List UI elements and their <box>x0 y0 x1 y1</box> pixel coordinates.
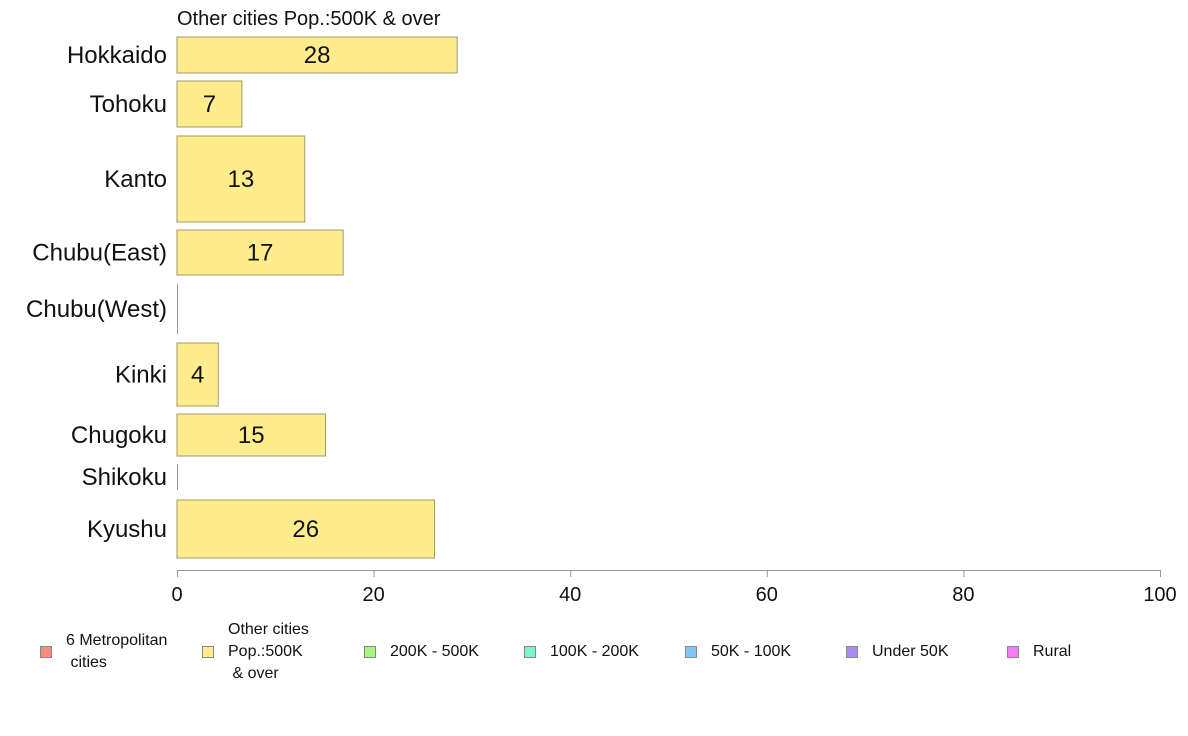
legend-label: 100K - 200K <box>550 643 639 660</box>
bar-kanto <box>176 135 306 223</box>
category-label-kanto: Kanto <box>104 166 167 193</box>
bar-hokkaido <box>176 36 458 74</box>
bar-tohoku <box>176 80 243 128</box>
x-axis: 0 20 40 60 80 100 <box>171 570 1177 606</box>
legend-label: Other cities Pop.:500K & over <box>228 621 309 682</box>
category-label-kyushu: Kyushu <box>87 516 167 543</box>
category-label-kinki: Kinki <box>115 362 167 389</box>
legend-swatch <box>40 646 52 658</box>
data-label-tohoku: 7 <box>203 91 216 118</box>
bar-kinki <box>176 342 219 407</box>
x-tick-label-100: 100 <box>1143 584 1176 606</box>
bars-group: Hokkaido 28 Tohoku 7 Kanto 13 Chubu(East) 17 Chu… <box>26 36 458 559</box>
legend-label: Rural <box>1033 643 1072 660</box>
category-label-hokkaido: Hokkaido <box>67 42 167 69</box>
x-tick-label-40: 40 <box>559 584 581 606</box>
chart: Other cities Pop.:500K & over Hokkaido 28… <box>26 8 1177 606</box>
legend-label: 6 Metropolitan cities <box>66 632 168 671</box>
category-label-chubu-east: Chubu(East) <box>32 240 167 267</box>
legend-label: 50K - 100K <box>711 643 792 660</box>
data-label-kyushu: 26 <box>292 516 319 543</box>
bar-chubu-east <box>176 229 344 276</box>
legend-swatch <box>846 646 858 658</box>
category-label-tohoku: Tohoku <box>90 91 167 118</box>
legend-label: 200K - 500K <box>390 643 479 660</box>
data-label-kinki: 4 <box>191 362 204 389</box>
category-label-chugoku: Chugoku <box>71 422 167 449</box>
x-tick-label-80: 80 <box>952 584 974 606</box>
legend-item: 50K - 100K <box>685 618 791 686</box>
bar-chugoku <box>176 413 326 457</box>
legend-label: Under 50K <box>872 643 949 660</box>
x-tick-label-20: 20 <box>362 584 384 606</box>
bar-kyushu <box>176 499 436 559</box>
legend-item: Other cities Pop.:500K & over <box>202 618 309 686</box>
legend: 6 Metropolitan cities Other cities Pop.:5… <box>0 618 1188 698</box>
legend-item: 6 Metropolitan cities <box>40 618 167 686</box>
legend-swatch <box>364 646 376 658</box>
data-label-hokkaido: 28 <box>304 42 331 69</box>
category-label-shikoku: Shikoku <box>82 464 167 491</box>
x-tick-label-60: 60 <box>756 584 778 606</box>
chart-title: Other cities Pop.:500K & over <box>177 8 441 30</box>
legend-item: Under 50K <box>846 618 949 686</box>
legend-item: Rural <box>1007 618 1071 686</box>
x-tick-label-0: 0 <box>171 584 182 606</box>
legend-item: 200K - 500K <box>364 618 479 686</box>
category-label-chubu-west: Chubu(West) <box>26 296 167 323</box>
legend-item: 100K - 200K <box>524 618 639 686</box>
legend-swatch <box>524 646 536 658</box>
data-label-chugoku: 15 <box>238 422 265 449</box>
data-label-chubu-east: 17 <box>247 240 274 267</box>
legend-swatch <box>1007 646 1019 658</box>
legend-swatch <box>202 646 214 658</box>
data-label-kanto: 13 <box>228 166 255 193</box>
legend-swatch <box>685 646 697 658</box>
